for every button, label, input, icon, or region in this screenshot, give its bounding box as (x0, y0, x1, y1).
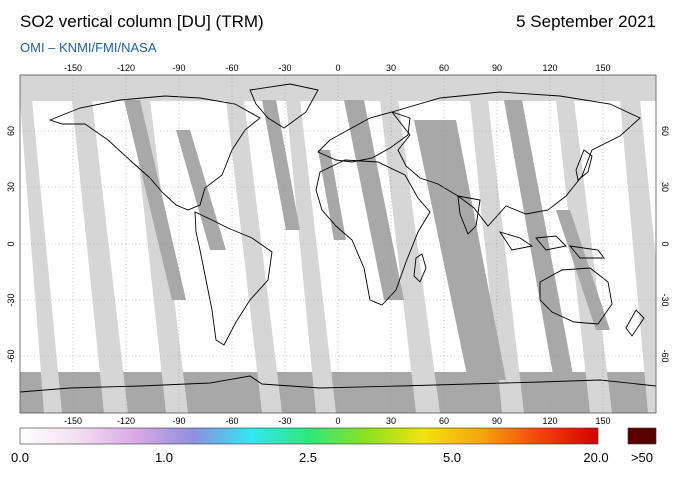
lon-label: 150 (595, 416, 610, 426)
map-date: 5 September 2021 (516, 12, 656, 31)
gridlines (20, 75, 656, 413)
lon-label: 0 (335, 63, 340, 73)
lat-label: -60 (660, 349, 670, 362)
lon-label: -60 (225, 416, 238, 426)
lon-labels-top: -150 -120 -90 -60 -30 0 30 60 90 120 150 (64, 63, 611, 73)
lon-label: -150 (64, 63, 82, 73)
colorbar-label: 2.5 (298, 450, 318, 465)
colorbar-overflow-label: >50 (630, 450, 654, 465)
colorbar (19, 427, 599, 445)
lat-label: -60 (6, 349, 16, 362)
map-title: SO2 vertical column [DU] (TRM) (20, 12, 264, 31)
lon-label: -120 (117, 416, 135, 426)
lat-label: 60 (660, 126, 670, 136)
map-frame (19, 74, 657, 414)
coastlines (20, 83, 656, 393)
lat-labels-left: 60 30 0 -30 -60 (6, 126, 16, 363)
lon-label: -150 (64, 416, 82, 426)
orbit-gap-dark-stripes (124, 100, 610, 380)
colorbar-label: 0.0 (10, 450, 30, 465)
lon-label: 30 (386, 416, 396, 426)
lon-labels-bottom: -150 -120 -90 -60 -30 0 30 60 90 120 150 (64, 416, 611, 426)
lon-label: -30 (278, 416, 291, 426)
lon-label: 120 (542, 63, 557, 73)
colorbar-label: 20.0 (583, 450, 609, 465)
lon-label: -90 (172, 63, 185, 73)
colorbar-overflow-swatch (627, 427, 657, 445)
lon-label: -120 (117, 63, 135, 73)
lon-label: 90 (492, 416, 502, 426)
lat-label: -30 (660, 293, 670, 306)
colorbar-label: 1.0 (154, 450, 174, 465)
lon-label: -60 (225, 63, 238, 73)
lat-label: 30 (6, 182, 16, 192)
lon-label: 60 (439, 63, 449, 73)
lon-label: -90 (172, 416, 185, 426)
lon-label: 0 (335, 416, 340, 426)
lon-label: 120 (542, 416, 557, 426)
data-source-credit: OMI – KNMI/FMI/NASA (20, 40, 157, 55)
colorbar-label: 5.0 (442, 450, 462, 465)
lon-label: 60 (439, 416, 449, 426)
lon-label: 30 (386, 63, 396, 73)
lat-labels-right: 60 30 0 -30 -60 (660, 126, 670, 363)
lat-label: -30 (6, 293, 16, 306)
lat-label: 60 (6, 126, 16, 136)
lon-label: -30 (278, 63, 291, 73)
lon-label: 150 (595, 63, 610, 73)
lon-label: 90 (492, 63, 502, 73)
lat-label: 0 (6, 241, 16, 246)
map-content (20, 75, 656, 413)
lat-label: 30 (660, 182, 670, 192)
lat-label: 0 (660, 241, 670, 246)
